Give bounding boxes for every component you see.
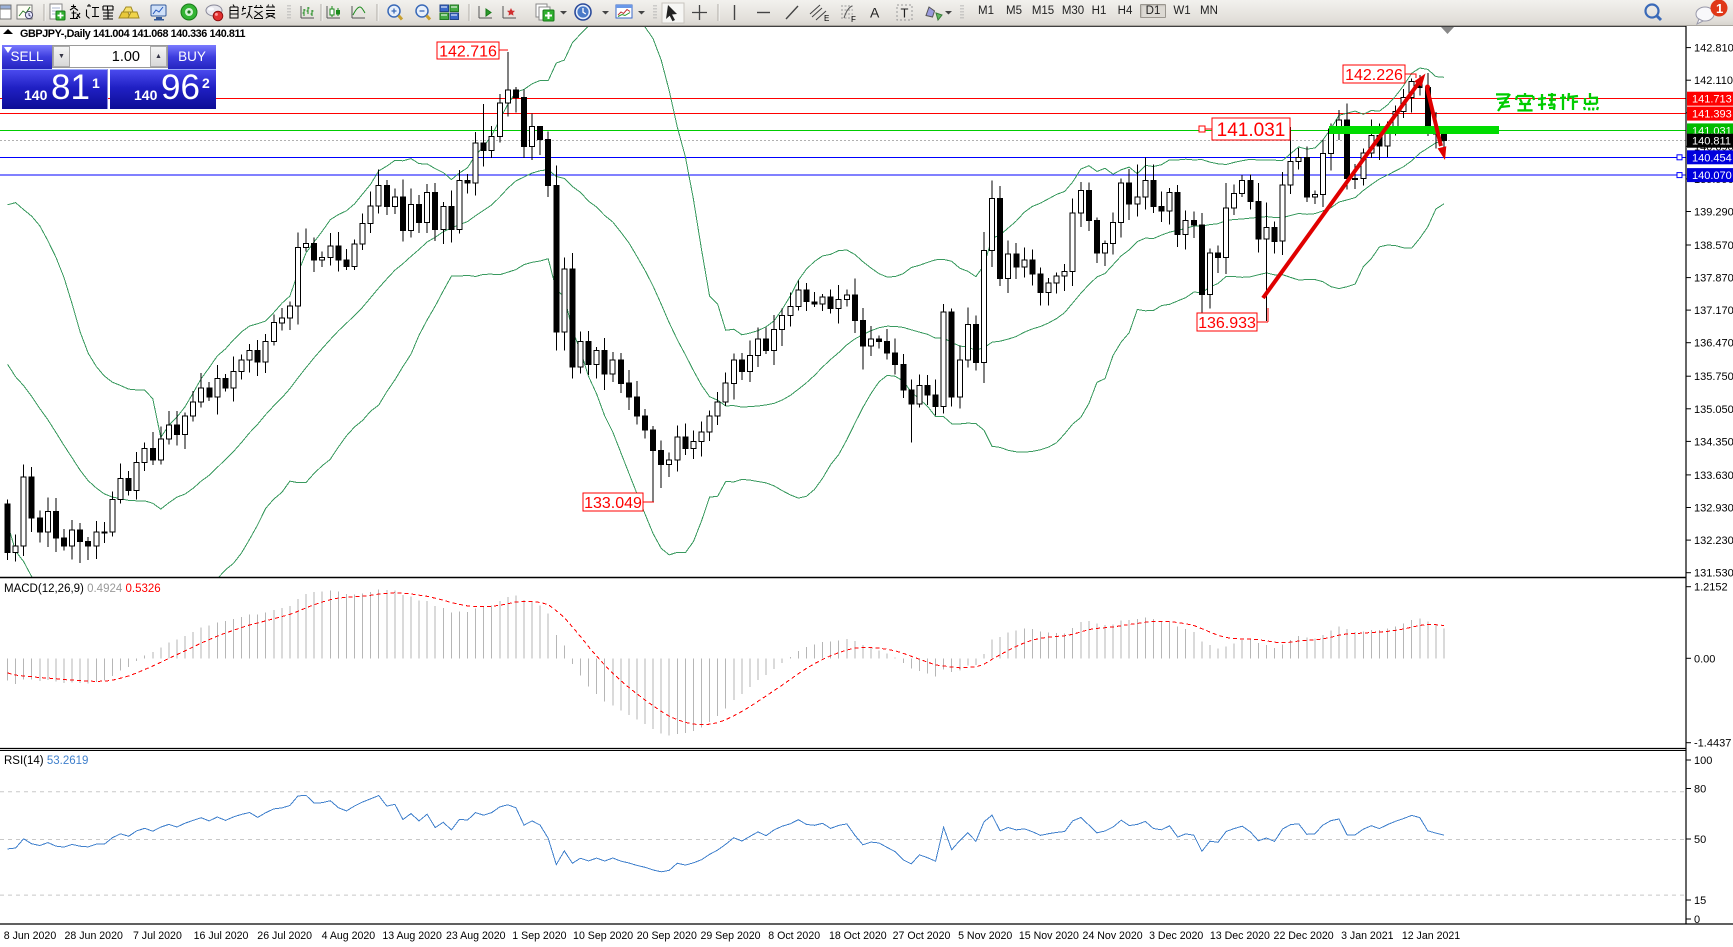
svg-text:8 Jun 2020: 8 Jun 2020: [4, 930, 57, 942]
svg-text:1: 1: [1716, 1, 1723, 16]
svg-text:1.2152: 1.2152: [1694, 582, 1728, 594]
svg-text:135.050: 135.050: [1694, 404, 1733, 416]
svg-text:140.811: 140.811: [1692, 136, 1731, 148]
svg-text:GBPJPY-,Daily 141.004 141.068: GBPJPY-,Daily 141.004 141.068 140.336 14…: [20, 28, 246, 40]
svg-text:8 Oct 2020: 8 Oct 2020: [768, 930, 820, 942]
svg-text:142.716: 142.716: [439, 43, 497, 60]
svg-text:12 Jan 2021: 12 Jan 2021: [1402, 930, 1460, 942]
svg-text:132.230: 132.230: [1694, 535, 1733, 547]
svg-text:13 Aug 2020: 13 Aug 2020: [382, 930, 442, 942]
svg-text:T: T: [901, 6, 909, 21]
svg-text:141.031: 141.031: [1217, 120, 1286, 141]
svg-text:23 Aug 2020: 23 Aug 2020: [446, 930, 506, 942]
svg-text:10 Sep 2020: 10 Sep 2020: [573, 930, 633, 942]
svg-text:131.530: 131.530: [1694, 568, 1733, 580]
svg-text:137.870: 137.870: [1694, 273, 1733, 285]
svg-text:80: 80: [1694, 784, 1706, 796]
svg-text:24 Nov 2020: 24 Nov 2020: [1083, 930, 1143, 942]
svg-text:18 Oct 2020: 18 Oct 2020: [829, 930, 887, 942]
svg-text:136.933: 136.933: [1198, 315, 1256, 332]
svg-text:136.470: 136.470: [1694, 338, 1733, 350]
svg-text:135.750: 135.750: [1694, 371, 1733, 383]
svg-text:132.930: 132.930: [1694, 503, 1733, 515]
svg-text:142.226: 142.226: [1345, 67, 1403, 84]
svg-text:133.049: 133.049: [584, 495, 642, 512]
svg-text:MACD(12,26,9) 0.4924 0.5326: MACD(12,26,9) 0.4924 0.5326: [4, 583, 161, 595]
svg-text:3 Jan 2021: 3 Jan 2021: [1341, 930, 1394, 942]
svg-text:139.290: 139.290: [1694, 207, 1733, 219]
svg-text:E: E: [824, 14, 829, 23]
svg-text:140.454: 140.454: [1692, 152, 1732, 164]
svg-text:142.110: 142.110: [1694, 75, 1733, 87]
svg-text:16 Jul 2020: 16 Jul 2020: [194, 930, 249, 942]
svg-text:27 Oct 2020: 27 Oct 2020: [893, 930, 951, 942]
svg-text:4 Aug 2020: 4 Aug 2020: [322, 930, 376, 942]
svg-text:138.570: 138.570: [1694, 240, 1733, 252]
svg-text:26 Jul 2020: 26 Jul 2020: [257, 930, 312, 942]
svg-text:141.713: 141.713: [1692, 94, 1732, 106]
svg-text:-1.4437: -1.4437: [1694, 738, 1731, 750]
svg-text:20 Sep 2020: 20 Sep 2020: [637, 930, 697, 942]
svg-text:0: 0: [1694, 914, 1700, 926]
svg-text:15: 15: [1694, 895, 1706, 907]
svg-text:29 Sep 2020: 29 Sep 2020: [700, 930, 760, 942]
svg-text:7 Jul 2020: 7 Jul 2020: [133, 930, 182, 942]
svg-text:133.630: 133.630: [1694, 470, 1733, 482]
svg-text:142.810: 142.810: [1694, 43, 1733, 55]
svg-text:15 Nov 2020: 15 Nov 2020: [1019, 930, 1079, 942]
svg-text:28 Jun 2020: 28 Jun 2020: [65, 930, 123, 942]
svg-text:137.170: 137.170: [1694, 305, 1733, 317]
svg-text:141.393: 141.393: [1692, 109, 1732, 121]
svg-text:0.00: 0.00: [1694, 653, 1715, 665]
svg-text:140.070: 140.070: [1692, 170, 1732, 182]
svg-text:F: F: [851, 15, 856, 24]
svg-text:50: 50: [1694, 834, 1706, 846]
svg-text:134.350: 134.350: [1694, 436, 1733, 448]
svg-text:A: A: [870, 5, 880, 21]
svg-text:13 Dec 2020: 13 Dec 2020: [1210, 930, 1270, 942]
svg-text:1 Sep 2020: 1 Sep 2020: [512, 930, 566, 942]
svg-text:22 Dec 2020: 22 Dec 2020: [1274, 930, 1334, 942]
svg-text:100: 100: [1694, 755, 1712, 767]
svg-text:RSI(14) 53.2619: RSI(14) 53.2619: [4, 755, 88, 767]
svg-text:3 Dec 2020: 3 Dec 2020: [1149, 930, 1203, 942]
svg-text:5 Nov 2020: 5 Nov 2020: [958, 930, 1012, 942]
